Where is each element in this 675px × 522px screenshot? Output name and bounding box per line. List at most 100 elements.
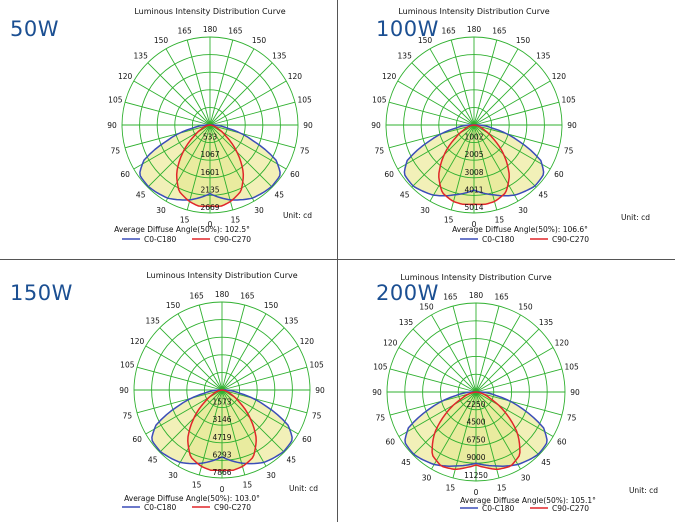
grid-spoke (398, 391, 477, 437)
chart-title: Luminous Intensity Distribution Curve (146, 271, 297, 280)
angle-label: 45 (136, 190, 146, 199)
angle-label: 90 (303, 121, 313, 130)
average-diffuse-angle: Average Diffuse Angle(50%): 102.5° (114, 225, 250, 234)
grid-spoke (124, 124, 211, 149)
angle-label: 0 (220, 485, 225, 494)
grid-spoke (397, 80, 475, 126)
series-c90-c270 (438, 124, 510, 206)
grid-spoke (198, 304, 223, 391)
angle-label: 45 (287, 455, 297, 464)
angle-label: 105 (561, 96, 576, 105)
wattage-label: 100W (376, 17, 439, 41)
angle-label: 90 (315, 386, 325, 395)
grid-spoke (475, 391, 521, 470)
grid-spoke (209, 101, 296, 126)
angle-label: 15 (180, 216, 190, 225)
angle-label: 30 (156, 206, 166, 215)
angle-label: 15 (231, 216, 241, 225)
legend-label-c0-c180: C0-C180 (482, 504, 514, 513)
grid-spoke (473, 39, 498, 126)
chart-panel-200w: 200W Luminous Intensity Distribution Cur… (338, 260, 675, 522)
grid-spoke (475, 314, 521, 393)
angle-label: 30 (521, 474, 531, 483)
legend-label-c90-c270: C90-C270 (214, 235, 251, 244)
grid-spoke (186, 124, 211, 211)
grid-spoke (221, 389, 267, 467)
grid-spoke (221, 313, 267, 391)
wattage-label: 200W (376, 281, 439, 305)
vertical-divider-bottom (337, 260, 338, 522)
polar-grid (121, 36, 299, 214)
grid-spoke (412, 328, 477, 393)
angle-label: 120 (118, 72, 133, 81)
ring-value-label: 4719 (212, 433, 231, 442)
grid-spoke (473, 80, 551, 126)
series-c90-c270 (175, 124, 245, 207)
grid-spoke (221, 389, 246, 476)
grid-spoke (159, 327, 223, 391)
grid-spoke (452, 305, 477, 393)
grid-spoke (431, 391, 477, 470)
angle-label: 60 (557, 438, 567, 447)
angle-label: 180 (203, 25, 218, 34)
angle-label: 105 (108, 96, 123, 105)
angle-label: 165 (492, 26, 507, 35)
ring-value-label: 1067 (200, 150, 219, 159)
angle-label: 135 (539, 318, 554, 327)
ring-value-label: 6750 (466, 435, 485, 444)
legend-label-c90-c270: C90-C270 (552, 504, 589, 513)
ring-value-label: 6293 (212, 450, 231, 459)
angle-label: 150 (166, 301, 181, 310)
angle-label: 75 (567, 414, 577, 423)
legend-label-c0-c180: C0-C180 (144, 503, 176, 512)
legend-label-c0-c180: C0-C180 (482, 235, 514, 244)
chart-title: Luminous Intensity Distribution Curve (400, 273, 551, 282)
average-diffuse-angle: Average Diffuse Angle(50%): 105.1° (460, 496, 596, 505)
grid-spoke (475, 391, 500, 479)
angle-label: 75 (300, 146, 310, 155)
angle-label: 30 (420, 206, 430, 215)
grid-spoke (177, 389, 223, 467)
series-c90-c270 (187, 389, 257, 472)
angle-label: 120 (130, 337, 145, 346)
grid-spoke (136, 366, 223, 391)
grid-spoke (429, 124, 475, 202)
grid-spoke (388, 101, 475, 126)
average-diffuse-angle: Average Diffuse Angle(50%): 103.0° (124, 494, 260, 503)
angle-label: 45 (539, 190, 549, 199)
angle-label: 75 (375, 146, 385, 155)
chart-panel-50w: 50W Luminous Intensity Distribution Curv… (0, 0, 337, 259)
grid-spoke (429, 48, 475, 126)
angle-label: 165 (189, 291, 204, 300)
angle-label: 165 (441, 26, 456, 35)
angle-label: 0 (472, 220, 477, 229)
grid-spoke (145, 345, 223, 391)
grid-spoke (473, 62, 537, 126)
grid-spoke (124, 101, 211, 126)
grid-spoke (177, 313, 223, 391)
angle-label: 30 (254, 206, 264, 215)
angle-label: 60 (385, 438, 395, 447)
ring-value-label: 533 (203, 133, 218, 142)
series-c0-c180 (403, 124, 545, 197)
grid-spoke (209, 124, 296, 149)
ring-value-label: 7866 (212, 468, 231, 477)
grid-spoke (475, 347, 554, 393)
grid-spoke (475, 391, 540, 456)
ring-value-label: 2135 (200, 185, 219, 194)
grid-spoke (209, 62, 273, 126)
angle-label: 165 (228, 26, 243, 35)
grid-spoke (209, 80, 287, 126)
grid-spoke (389, 391, 477, 416)
grid-spoke (136, 389, 223, 414)
wattage-label: 50W (10, 17, 59, 41)
polar-chart: Luminous Intensity Distribution Curve 180… (371, 7, 650, 244)
grid-spoke (475, 391, 554, 437)
angle-label: 135 (284, 317, 299, 326)
grid-spoke (398, 347, 477, 393)
angle-label: 45 (401, 458, 411, 467)
legend-label-c0-c180: C0-C180 (144, 235, 176, 244)
angle-label: 150 (252, 36, 267, 45)
angle-label: 135 (146, 317, 161, 326)
angle-label: 150 (518, 302, 533, 311)
